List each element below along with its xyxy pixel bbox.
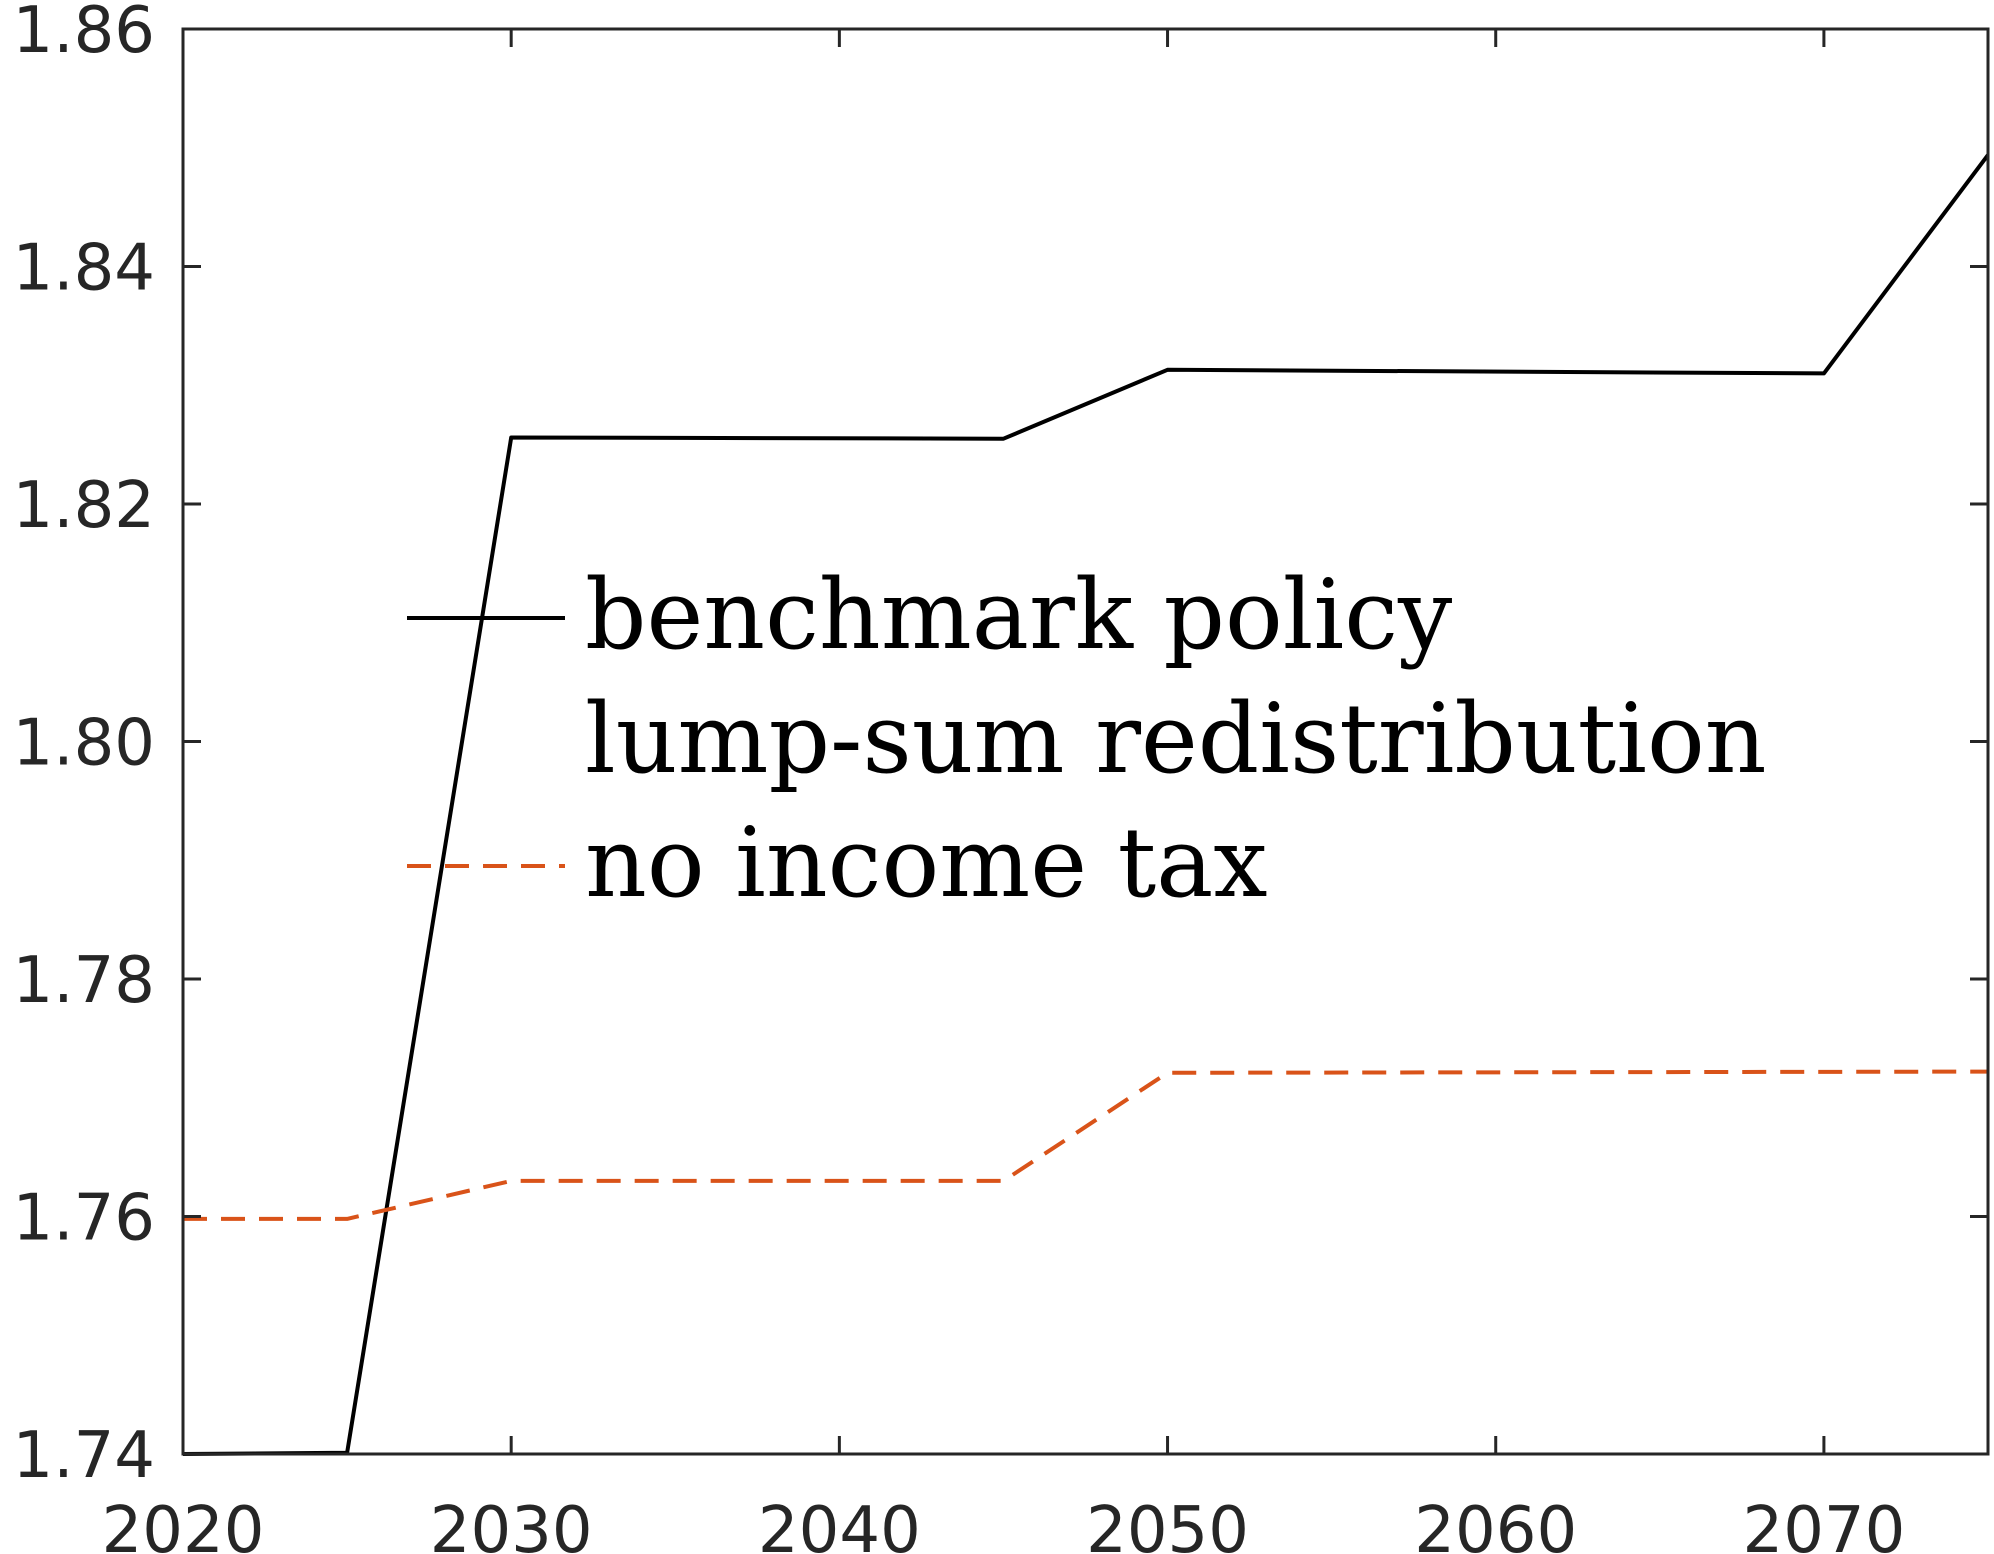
x-axis-tick-labels: 2020 2030 2040 2050 2060 2070 — [102, 1494, 1906, 1554]
x-tick-label: 2050 — [1086, 1494, 1249, 1554]
x-tick-label: 2030 — [430, 1494, 593, 1554]
y-tick-label: 1.76 — [13, 1182, 156, 1256]
y-tick-label: 1.74 — [13, 1419, 156, 1493]
y-tick-label: 1.82 — [13, 469, 156, 543]
y-tick-label: 1.84 — [13, 232, 156, 306]
y-axis-tick-labels: 1.74 1.76 1.78 1.80 1.82 1.84 1.86 — [13, 0, 156, 1493]
legend-label-benchmark-policy: benchmark policy — [585, 559, 1452, 671]
x-tick-label: 2060 — [1414, 1494, 1577, 1554]
x-tick-label: 2040 — [758, 1494, 921, 1554]
axis-ticks — [181, 27, 1988, 1456]
x-tick-label: 2020 — [102, 1494, 265, 1554]
legend-label-lump-sum-redistribution: lump-sum redistribution — [585, 683, 1767, 795]
y-tick-label: 1.78 — [13, 944, 156, 1018]
legend: benchmark policy lump-sum redistribution n… — [407, 559, 1767, 919]
x-tick-label: 2070 — [1742, 1494, 1905, 1554]
y-tick-label: 1.80 — [13, 707, 156, 781]
y-tick-label: 1.86 — [13, 0, 156, 68]
series-line-no-income-tax — [183, 1069, 1989, 1221]
legend-label-no-income-tax: no income tax — [585, 807, 1268, 919]
